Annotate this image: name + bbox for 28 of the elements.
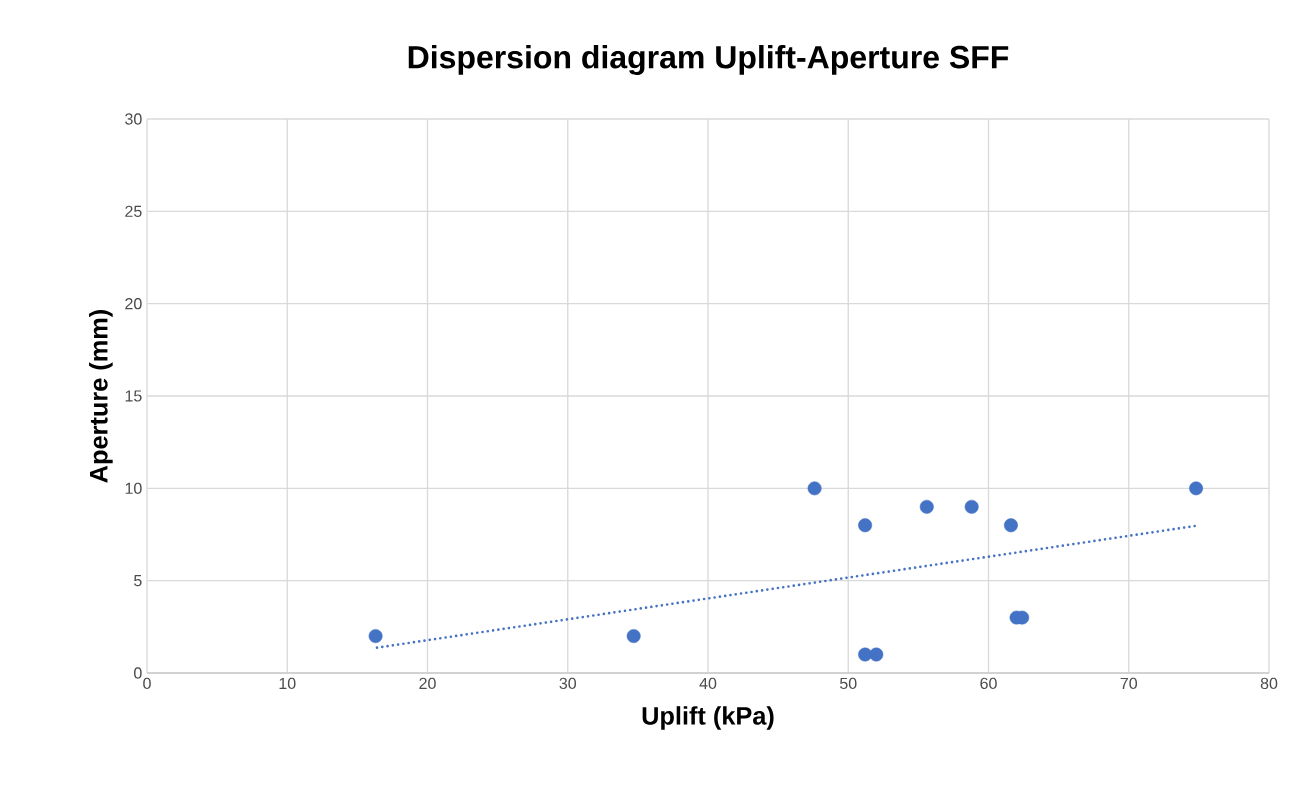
- x-axis-title: Uplift (kPa): [642, 706, 774, 730]
- point: [964, 499, 979, 514]
- x-tick-label: 20: [419, 677, 436, 690]
- point: [807, 481, 822, 496]
- point: [1004, 518, 1018, 533]
- x-tick-label: 30: [559, 677, 577, 690]
- point: [919, 499, 934, 514]
- y-tick-label: 15: [125, 390, 142, 402]
- chart-title: Dispersion diagram Uplift-Aperture SFF: [408, 45, 1009, 75]
- y-tick-label: 30: [125, 113, 142, 125]
- y-tick-label: 10: [125, 482, 142, 494]
- point: [869, 647, 884, 662]
- x-tick-label: 50: [840, 677, 857, 690]
- x-tick-label: 70: [1120, 677, 1138, 690]
- y-tick-label: 25: [125, 205, 142, 217]
- y-tick-label: 5: [134, 575, 142, 587]
- x-tick-label: 80: [1260, 677, 1278, 690]
- point: [1189, 481, 1204, 496]
- x-tick-label: 60: [980, 677, 997, 690]
- x-tick-label: 0: [143, 677, 151, 690]
- x-tick-label: 40: [699, 677, 717, 690]
- point: [858, 518, 873, 533]
- y-axis-title: Aperture (mm): [89, 310, 113, 483]
- y-tick-label: 0: [134, 667, 142, 679]
- point: [368, 629, 383, 643]
- point: [626, 629, 641, 643]
- y-tick-label: 20: [125, 298, 142, 310]
- x-tick-label: 10: [279, 677, 296, 690]
